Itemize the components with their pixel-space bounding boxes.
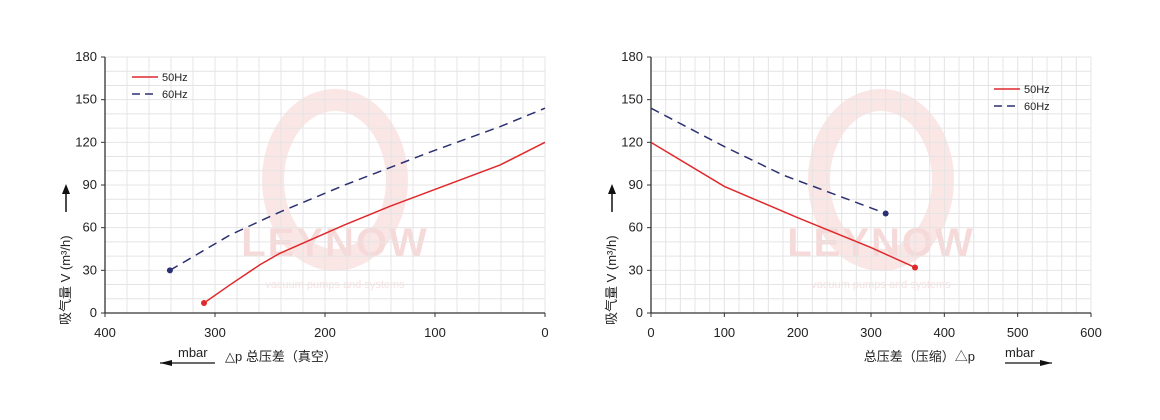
x-axis-label: △p 总压差（真空）	[225, 349, 337, 364]
series-line-60Hz	[650, 107, 886, 215]
y-axis-label: 吸气量 V (m³/h)	[58, 235, 73, 325]
x-tick-label: 0	[647, 325, 654, 340]
x-tick-label: 100	[424, 325, 446, 340]
x-tick-label: 300	[204, 325, 226, 340]
y-axis-arrowhead	[608, 184, 616, 194]
watermark-brand: LEYNOW	[787, 221, 975, 265]
series-endpoint-50Hz	[201, 300, 207, 307]
y-tick-label: 120	[75, 134, 97, 149]
x-tick-label: 200	[787, 325, 809, 340]
series-endpoint-60Hz	[166, 267, 173, 274]
x-tick-label: 400	[933, 325, 955, 340]
y-tick-label: 90	[83, 177, 97, 192]
y-tick-label: 30	[83, 262, 97, 277]
y-tick-label: 0	[90, 305, 97, 320]
y-tick-label: 30	[629, 262, 643, 277]
y-tick-label: 60	[629, 220, 643, 235]
y-tick-label: 150	[75, 92, 97, 107]
y-tick-label: 60	[83, 220, 97, 235]
y-tick-label: 150	[621, 92, 643, 107]
legend-label: 60Hz	[162, 89, 188, 101]
x-tick-label: 300	[860, 325, 882, 340]
x-tick-label: 500	[1007, 325, 1029, 340]
x-tick-label: 100	[713, 325, 735, 340]
y-axis-label: 吸气量 V (m³/h)	[604, 235, 619, 325]
series-line-60Hz	[169, 107, 546, 271]
x-tick-label: 400	[94, 325, 116, 340]
y-tick-label: 0	[636, 305, 643, 320]
x-tick-label: 200	[314, 325, 336, 340]
y-tick-label: 120	[621, 134, 643, 149]
series-line-50Hz	[203, 141, 546, 304]
y-tick-label: 90	[629, 177, 643, 192]
x-axis-arrowhead	[1040, 360, 1052, 366]
x-axis-label: 总压差（压缩）△p	[864, 349, 975, 364]
series-endpoint-60Hz	[882, 210, 889, 217]
x-tick-label: 0	[541, 325, 548, 340]
x-axis-unit: mbar	[178, 345, 208, 360]
y-axis-arrowhead	[62, 184, 70, 194]
series-line-50Hz	[650, 141, 916, 269]
series-endpoint-50Hz	[912, 264, 918, 271]
x-tick-label: 600	[1080, 325, 1102, 340]
y-tick-label: 180	[75, 49, 97, 64]
legend-label: 60Hz	[1024, 101, 1050, 113]
x-axis-arrowhead	[160, 360, 172, 366]
x-axis-unit: mbar	[1005, 345, 1035, 360]
legend-label: 50Hz	[162, 72, 188, 84]
legend-label: 50Hz	[1024, 84, 1050, 96]
y-tick-label: 180	[621, 49, 643, 64]
